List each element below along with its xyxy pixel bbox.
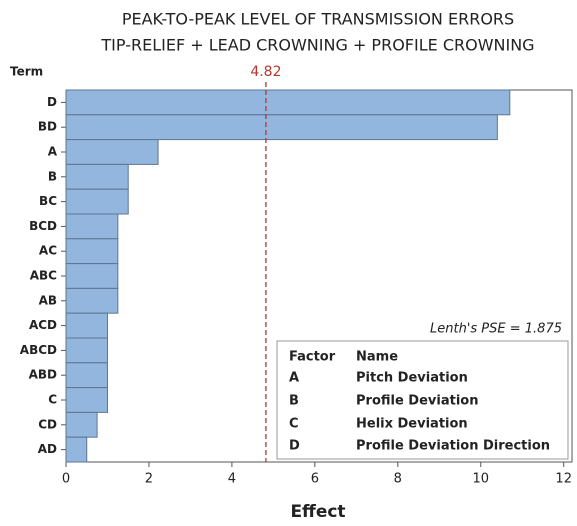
- bar: [65, 213, 119, 240]
- y-tick-label: BC: [39, 194, 57, 208]
- legend-entry: Profile Deviation Direction: [356, 439, 550, 454]
- y-tick-label: BCD: [29, 219, 57, 233]
- x-tick-label: 8: [394, 472, 402, 487]
- y-tick-label: CD: [38, 417, 57, 431]
- chart-title: PEAK-TO-PEAK LEVEL OF TRANSMISSION ERROR…: [122, 10, 514, 29]
- legend-entry: A: [289, 371, 299, 386]
- y-tick-label: D: [47, 95, 57, 109]
- legend-entry: Pitch Deviation: [356, 371, 468, 386]
- bar: [65, 163, 129, 190]
- x-tick-label: 2: [145, 472, 153, 487]
- y-tick-label: AB: [39, 293, 57, 307]
- legend-entry: D: [289, 439, 300, 454]
- y-tick-label: BD: [38, 120, 57, 134]
- x-tick-label: 4: [228, 472, 236, 487]
- legend-header: Name: [356, 350, 398, 365]
- y-tick-label: AC: [39, 244, 57, 258]
- annotation: Lenth's PSE = 1.875: [430, 322, 562, 337]
- bar: [65, 337, 108, 364]
- bar: [65, 387, 108, 413]
- y-axis-label: Term: [10, 65, 43, 79]
- legend-header: Factor: [289, 350, 336, 365]
- y-tick-label: AD: [38, 442, 57, 456]
- y-tick-label: A: [48, 145, 58, 159]
- bar: [65, 89, 511, 116]
- bar: [65, 114, 498, 141]
- y-tick-label: B: [48, 169, 57, 183]
- bar: [65, 238, 119, 265]
- y-tick-label: ABD: [29, 368, 57, 382]
- bar: [65, 362, 108, 389]
- x-tick-label: 12: [555, 472, 572, 487]
- y-tick-label: ABC: [30, 269, 57, 283]
- x-tick-label: 10: [472, 472, 489, 487]
- legend-entry: B: [289, 394, 299, 409]
- bar: [65, 436, 88, 463]
- bar: [65, 287, 119, 314]
- bar: [65, 139, 159, 165]
- reference-label: 4.82: [250, 64, 281, 80]
- bar: [65, 411, 98, 438]
- bar: [65, 188, 129, 215]
- legend-entry: C: [289, 417, 299, 432]
- y-tick-label: ABCD: [20, 343, 57, 357]
- y-tick-label: C: [48, 393, 57, 407]
- x-tick-label: 6: [311, 472, 319, 487]
- bar: [65, 312, 108, 339]
- chart-subtitle: TIP-RELIEF + LEAD CROWNING + PROFILE CRO…: [100, 36, 534, 55]
- legend-box: [276, 340, 569, 460]
- legend-entry: Helix Deviation: [356, 417, 468, 432]
- bar: [65, 263, 119, 289]
- x-axis-label: Effect: [290, 502, 345, 522]
- legend-entry: Profile Deviation: [356, 394, 478, 409]
- x-tick-label: 0: [62, 472, 70, 487]
- y-tick-label: ACD: [29, 318, 57, 332]
